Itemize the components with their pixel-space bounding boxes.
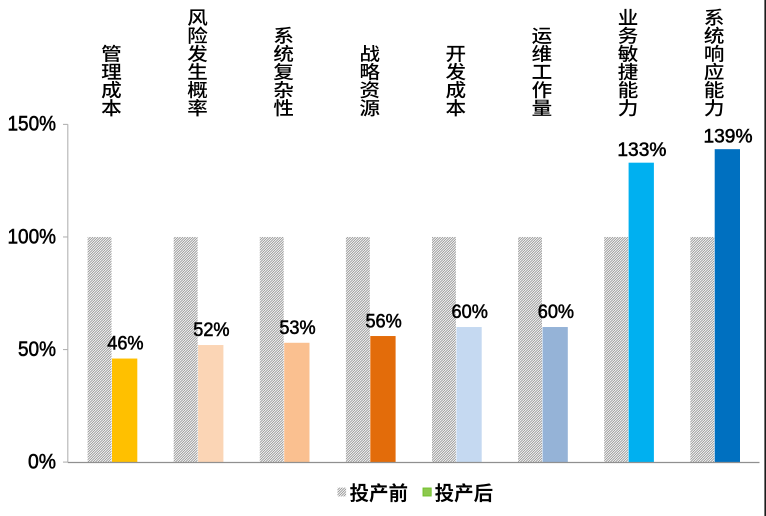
svg-text:46%: 46% [107, 334, 143, 355]
svg-text:60%: 60% [538, 302, 574, 323]
svg-text:60%: 60% [452, 302, 488, 323]
svg-text:56%: 56% [365, 312, 401, 333]
svg-text:139%: 139% [704, 127, 753, 148]
svg-text:52%: 52% [193, 320, 229, 341]
svg-text:53%: 53% [279, 318, 315, 339]
svg-text:150%: 150% [8, 113, 57, 136]
svg-text:133%: 133% [617, 140, 666, 161]
svg-text:100%: 100% [8, 225, 57, 248]
svg-text:0%: 0% [28, 450, 56, 473]
svg-text:50%: 50% [18, 338, 56, 361]
